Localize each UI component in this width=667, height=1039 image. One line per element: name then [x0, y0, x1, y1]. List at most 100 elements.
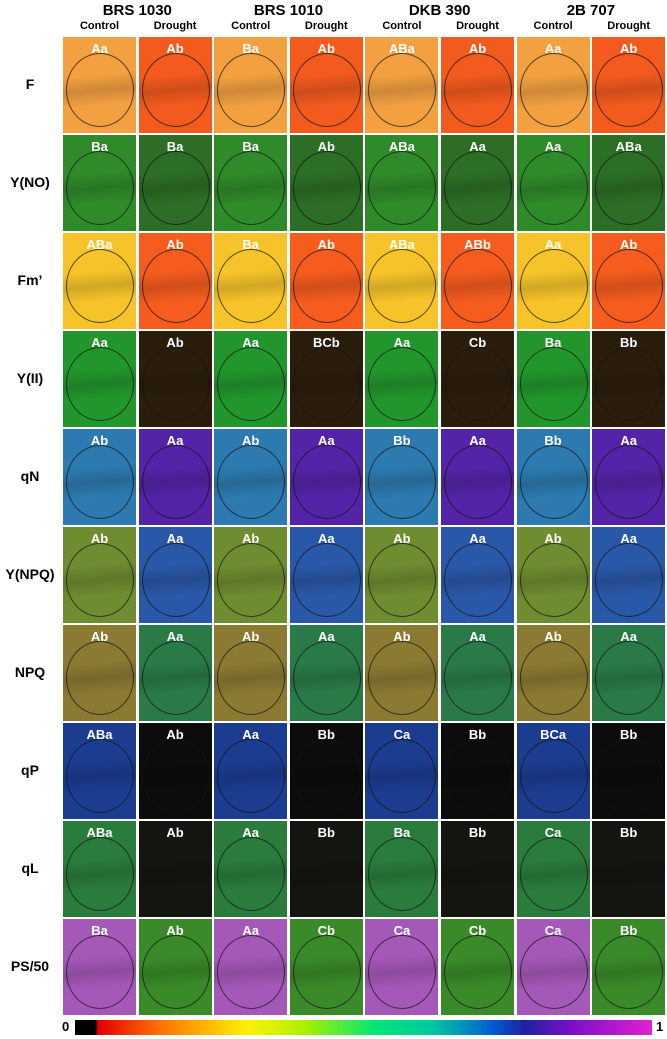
image-cell: Ab: [289, 135, 363, 231]
leaf-circle: [141, 249, 210, 323]
genotype-label: BRS 1010: [253, 2, 324, 19]
leaf-circle: [292, 543, 361, 617]
significance-letters: Aa: [317, 629, 335, 644]
leaf-circle: [292, 837, 361, 911]
image-cell: Ba: [63, 135, 136, 231]
significance-letters: Ab: [90, 629, 109, 644]
leaf-circle: [217, 739, 286, 813]
image-cell: Bb: [289, 821, 363, 917]
significance-letters: Ba: [91, 139, 108, 154]
image-cell: Aa: [592, 625, 666, 721]
leaf-circle: [368, 837, 437, 911]
significance-letters: Aa: [620, 629, 637, 644]
image-cell: Ab: [63, 625, 136, 721]
significance-letters: Aa: [166, 531, 184, 546]
significance-letters: Ab: [166, 923, 184, 938]
leaf-circle: [519, 837, 588, 911]
significance-letters: Bb: [544, 433, 562, 448]
leaf-circle: [595, 837, 664, 911]
leaf-circle: [444, 249, 512, 323]
significance-letters: Ba: [242, 237, 259, 252]
significance-letters: ABa: [388, 41, 415, 56]
significance-letters: Aa: [166, 433, 184, 448]
image-cell: Ba: [516, 331, 590, 427]
significance-letters: Aa: [544, 139, 562, 154]
leaf-circle: [141, 53, 210, 127]
leaf-circle: [217, 53, 286, 127]
significance-letters: Bb: [620, 923, 638, 938]
image-cell: ABa: [592, 135, 666, 231]
leaf-circle: [595, 739, 664, 813]
image-cell: Aa: [214, 331, 288, 427]
treatment-label: Control: [231, 20, 271, 32]
image-cell: Aa: [289, 429, 363, 525]
leaf-circle: [292, 445, 361, 519]
image-cell: ABa: [365, 233, 439, 329]
treatment-label: Control: [79, 20, 120, 32]
image-cell: Aa: [441, 527, 514, 623]
image-cell: ABa: [63, 233, 136, 329]
significance-letters: Bb: [317, 825, 335, 840]
parameter-label: Y(NPQ): [5, 566, 55, 582]
leaf-circle: [444, 53, 512, 127]
significance-letters: Bb: [317, 727, 335, 742]
leaf-circle: [444, 641, 512, 715]
significance-letters: Bb: [620, 335, 638, 350]
significance-letters: Aa: [242, 335, 259, 350]
image-cell: Bb: [289, 723, 363, 819]
leaf-circle: [292, 935, 361, 1009]
image-cell: Ab: [138, 919, 212, 1015]
colorbar-max: 1: [656, 1019, 664, 1034]
leaf-circle: [141, 445, 210, 519]
leaf-circle: [368, 151, 437, 225]
significance-letters: Ab: [242, 629, 260, 644]
leaf-circle: [519, 935, 588, 1009]
parameter-label: PS/50: [10, 958, 50, 974]
leaf-circle: [595, 53, 664, 127]
leaf-circle: [66, 347, 134, 421]
leaf-circle: [595, 347, 664, 421]
significance-letters: Ba: [242, 139, 259, 154]
significance-letters: Bb: [620, 825, 638, 840]
significance-letters: Ab: [393, 629, 411, 644]
leaf-circle: [595, 935, 664, 1009]
significance-letters: Ab: [620, 41, 638, 56]
image-cell: Ab: [138, 233, 212, 329]
image-cell: Bb: [441, 821, 514, 917]
image-cell: Aa: [592, 429, 666, 525]
image-cell: Aa: [138, 429, 212, 525]
significance-letters: Bb: [393, 433, 411, 448]
significance-letters: Aa: [91, 335, 108, 350]
colorbar: [75, 1020, 652, 1035]
leaf-circle: [66, 53, 134, 127]
image-cell: Aa: [63, 37, 136, 133]
image-cell: Cb: [441, 919, 514, 1015]
image-cell: Ab: [138, 821, 212, 917]
leaf-circle: [66, 641, 134, 715]
leaf-circle: [141, 739, 210, 813]
image-cell: Bb: [592, 723, 666, 819]
leaf-circle: [292, 53, 361, 127]
significance-letters: Ab: [166, 727, 184, 742]
leaf-circle: [217, 151, 286, 225]
significance-letters: Cb: [468, 335, 487, 350]
parameter-label: Y(NO): [10, 174, 50, 190]
significance-letters: ABa: [615, 139, 642, 154]
significance-letters: Ab: [90, 433, 109, 448]
image-cell: Aa: [138, 625, 212, 721]
treatment-label: Drought: [607, 20, 651, 32]
leaf-circle: [444, 543, 512, 617]
leaf-circle: [368, 249, 437, 323]
leaf-circle: [292, 151, 361, 225]
significance-letters: Ba: [91, 923, 108, 938]
significance-letters: Aa: [469, 531, 486, 546]
image-cell: Aa: [138, 527, 212, 623]
image-cell: Aa: [289, 625, 363, 721]
image-cell: Ab: [138, 331, 212, 427]
image-cell: Bb: [592, 821, 666, 917]
leaf-circle: [217, 347, 286, 421]
parameter-label: qL: [21, 860, 39, 876]
significance-letters: Ab: [317, 139, 335, 154]
leaf-circle: [368, 543, 437, 617]
